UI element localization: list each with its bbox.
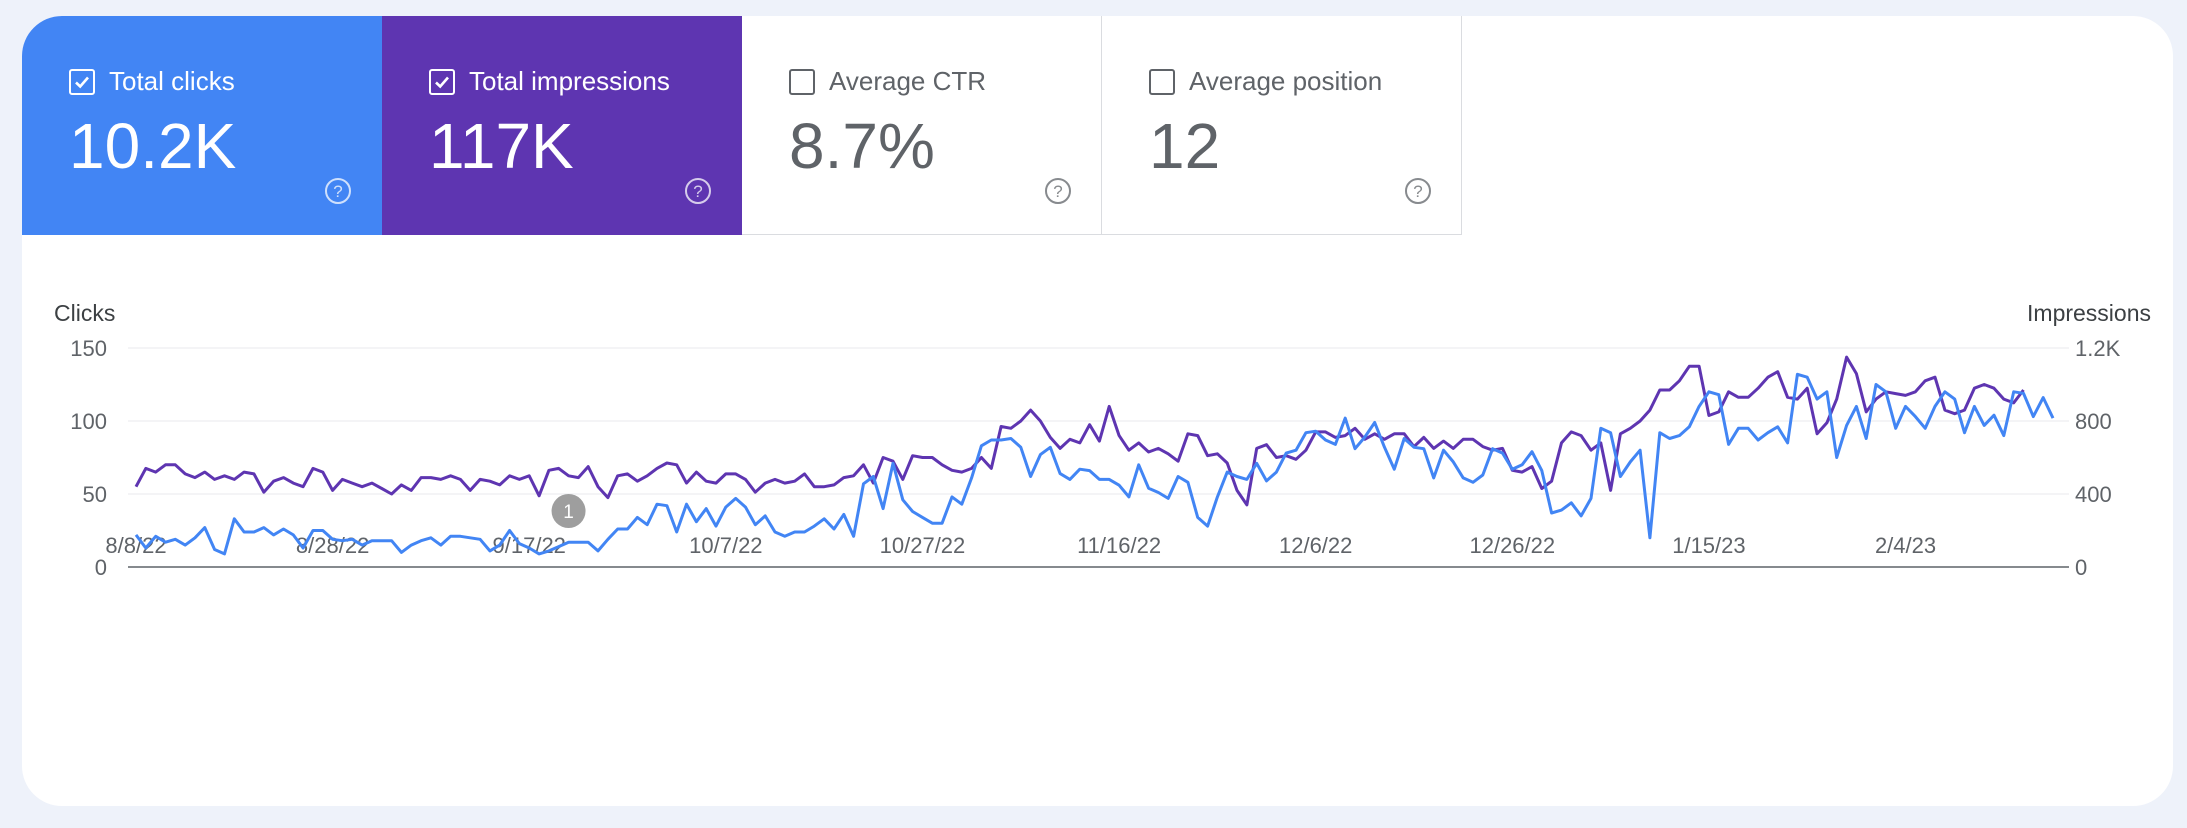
help-icon[interactable]: ?	[1044, 177, 1072, 205]
metric-tiles: Total clicks 10.2K ? Total impressions 1…	[22, 16, 1462, 235]
annotation-marker	[551, 494, 586, 528]
metric-value-total-clicks: 10.2K	[69, 110, 237, 182]
y-left-tick-label: 100	[70, 409, 107, 434]
annotation-marker-label: 1	[563, 502, 574, 523]
y-left-tick-label: 150	[70, 336, 107, 361]
metric-tile-total-clicks[interactable]: Total clicks 10.2K ?	[22, 16, 382, 235]
x-tick-label: 12/6/22	[1279, 533, 1352, 558]
metric-value-total-impressions: 117K	[429, 110, 574, 182]
help-icon[interactable]: ?	[324, 177, 352, 205]
metric-label-average-ctr: Average CTR	[829, 66, 987, 96]
x-tick-label: 10/7/22	[689, 533, 762, 558]
x-tick-label: 12/26/22	[1469, 533, 1555, 558]
svg-text:?: ?	[1413, 182, 1422, 201]
svg-text:?: ?	[1053, 182, 1062, 201]
y-right-tick-label: 1.2K	[2075, 336, 2121, 361]
y-axis-left-title: Clicks	[54, 300, 116, 326]
help-icon[interactable]: ?	[1404, 177, 1432, 205]
metric-label-average-position: Average position	[1189, 66, 1383, 96]
checkbox-average-position[interactable]	[1149, 68, 1175, 95]
x-tick-label: 2/4/23	[1875, 533, 1936, 558]
series-line-impressions	[134, 355, 2025, 507]
metric-tile-average-ctr[interactable]: Average CTR 8.7% ?	[742, 16, 1102, 235]
metric-label-total-impressions: Total impressions	[469, 66, 670, 96]
y-right-tick-label: 800	[2075, 409, 2112, 434]
performance-card: Total clicks 10.2K ? Total impressions 1…	[22, 16, 2173, 806]
metric-value-average-position: 12	[1149, 110, 1221, 182]
x-tick-label: 11/16/22	[1077, 533, 1161, 558]
y-axis-right-title: Impressions	[2027, 300, 2151, 326]
x-tick-label: 1/15/23	[1672, 533, 1745, 558]
svg-text:?: ?	[333, 182, 342, 201]
x-tick-label: 8/28/22	[296, 533, 369, 558]
help-icon[interactable]: ?	[684, 177, 712, 205]
metric-tile-total-impressions[interactable]: Total impressions 117K ?	[382, 16, 742, 235]
checkbox-average-ctr[interactable]	[789, 68, 815, 95]
metric-label-total-clicks: Total clicks	[109, 66, 235, 96]
series-line-clicks	[134, 372, 2055, 556]
y-right-tick-label: 0	[2075, 555, 2087, 580]
metric-value-average-ctr: 8.7%	[789, 110, 935, 182]
metric-tile-average-position[interactable]: Average position 12 ?	[1102, 16, 1462, 235]
y-left-tick-label: 0	[95, 555, 107, 580]
y-left-tick-label: 50	[83, 482, 107, 507]
x-tick-label: 10/27/22	[880, 533, 966, 558]
x-tick-label: 9/17/22	[493, 533, 566, 558]
svg-text:?: ?	[693, 182, 702, 201]
checkbox-total-impressions[interactable]	[429, 68, 455, 95]
y-right-tick-label: 400	[2075, 482, 2112, 507]
checkbox-total-clicks[interactable]	[69, 68, 95, 95]
performance-chart: Clicks Impressions 0 0 50 400 100 800 150 1.2K 8…	[22, 235, 2173, 806]
